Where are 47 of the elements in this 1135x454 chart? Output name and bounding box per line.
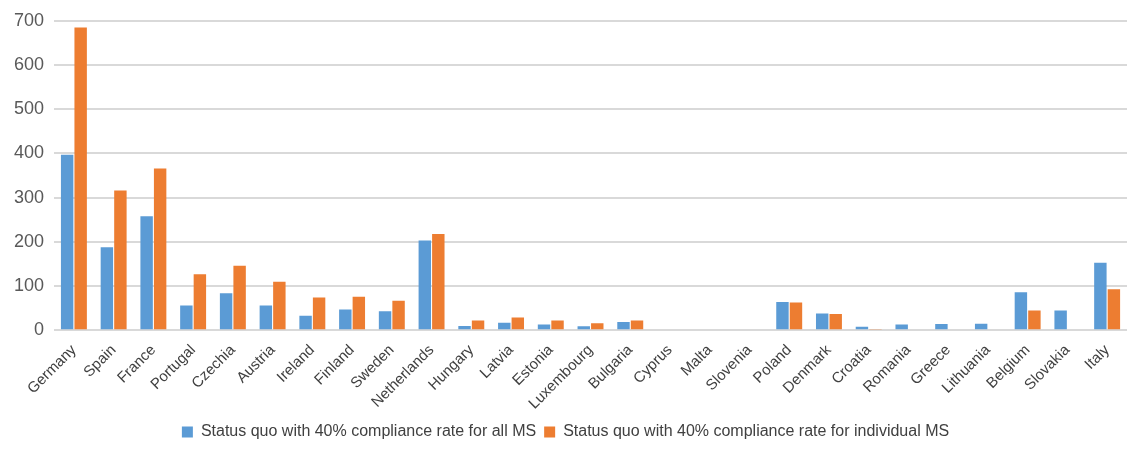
- bar: [1028, 310, 1041, 330]
- y-tick-label: 700: [13, 9, 45, 30]
- y-tick-label: 600: [13, 53, 45, 74]
- bar: [551, 320, 564, 330]
- bar: [829, 313, 842, 330]
- x-tick-label: Italy: [1080, 340, 1113, 373]
- bar: [193, 274, 207, 330]
- bar: [180, 305, 193, 330]
- bar: [511, 317, 525, 330]
- legend-label: Status quo with 40% compliance rate for all MS: [200, 422, 537, 440]
- bar: [617, 321, 630, 330]
- y-tick-label: 500: [13, 98, 45, 119]
- bar: [273, 281, 286, 330]
- bar: [219, 293, 233, 330]
- bar: [1107, 289, 1121, 330]
- bar: [352, 296, 366, 330]
- bar: [140, 216, 153, 330]
- y-tick-label: 200: [13, 230, 45, 251]
- bar: [776, 302, 789, 330]
- bar: [153, 168, 167, 330]
- bar: [1094, 262, 1107, 330]
- bar: [259, 305, 273, 330]
- bar: [591, 323, 604, 330]
- bar: [418, 240, 432, 330]
- bar: [789, 302, 803, 330]
- bar: [577, 326, 590, 330]
- bar: [233, 265, 246, 330]
- bar: [339, 309, 352, 330]
- bar: [100, 247, 114, 330]
- bar: [74, 27, 87, 330]
- bar: [378, 311, 392, 330]
- y-tick-label: 300: [13, 186, 45, 207]
- bar: [1054, 310, 1067, 330]
- y-tick-label: 100: [13, 275, 45, 296]
- bar: [392, 300, 405, 330]
- bar: [458, 325, 471, 330]
- bar: [312, 297, 326, 330]
- bar: [815, 313, 829, 330]
- bar: [60, 154, 74, 330]
- y-tick-label: 0: [34, 319, 45, 340]
- bar: [935, 324, 948, 330]
- bar: [299, 315, 312, 330]
- legend-label: Status quo with 40% compliance rate for individual MS: [563, 422, 950, 440]
- bar: [114, 190, 127, 330]
- bar: [1014, 292, 1028, 330]
- y-tick-label: 400: [13, 142, 45, 163]
- bar: [432, 233, 445, 330]
